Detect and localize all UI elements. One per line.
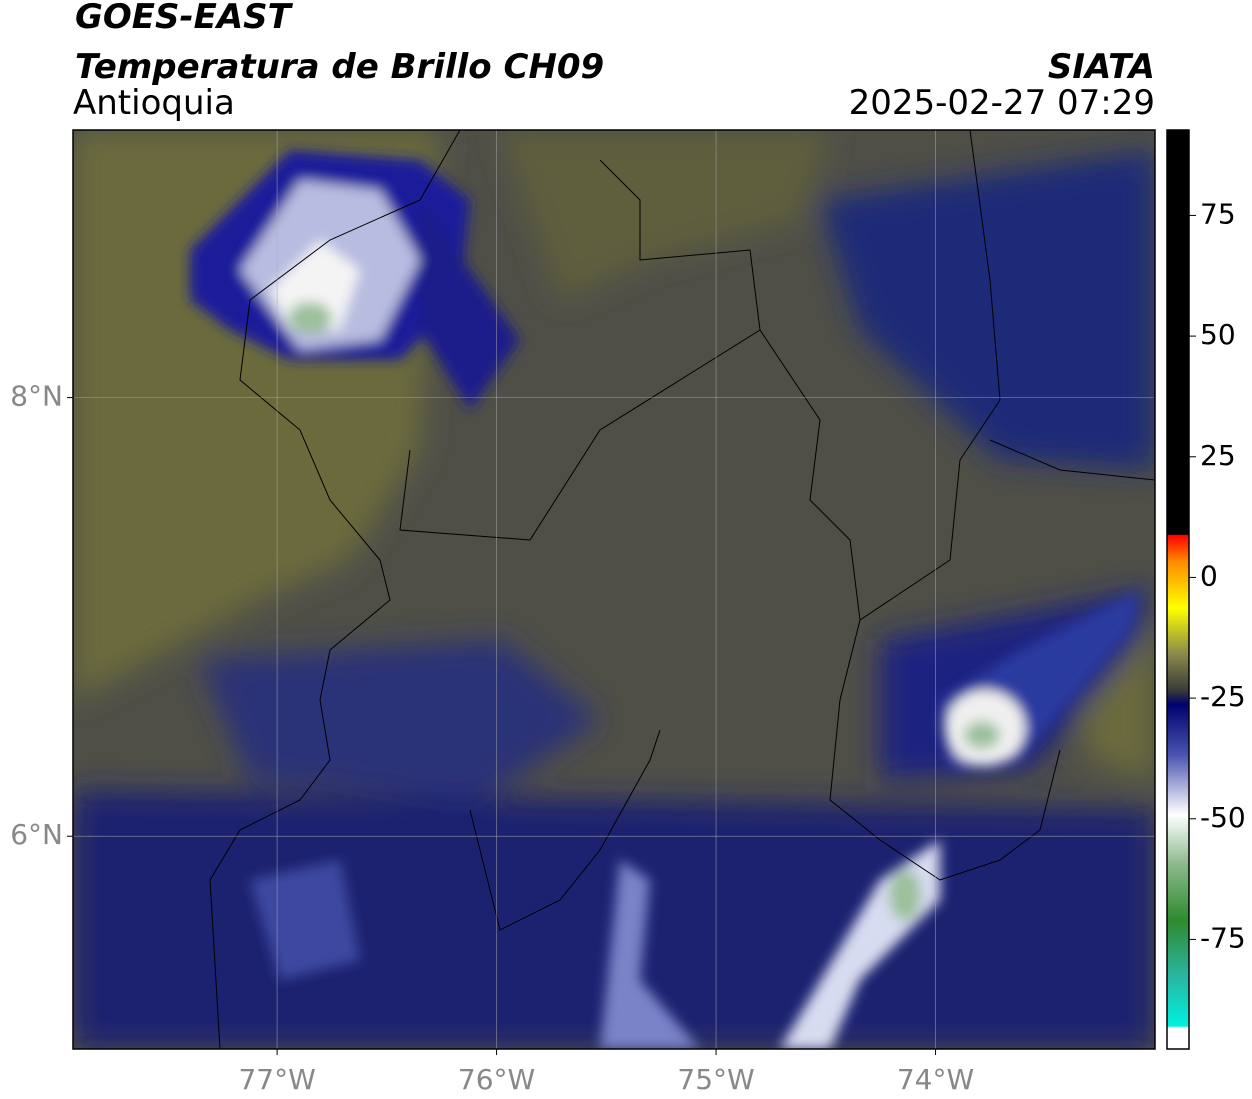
y-tick-label: 8°N (10, 380, 63, 413)
region-label: Antioquia (73, 83, 235, 123)
satellite-title: GOES-EAST (75, 0, 294, 37)
colorbar-tick-label: 25 (1200, 439, 1236, 472)
colorbar-tick-label: -50 (1200, 801, 1246, 834)
x-tick-label: 74°W (897, 1063, 974, 1096)
colorbar-tick-label: 0 (1200, 559, 1218, 592)
agency-label: SIATA (1048, 47, 1155, 87)
datetime-label: 2025-02-27 07:29 (849, 83, 1155, 123)
x-tick-label: 77°W (238, 1063, 315, 1096)
map-frame (72, 129, 1156, 1050)
colorbar (1166, 129, 1190, 1050)
satellite-image (73, 130, 1155, 1049)
x-tick-label: 76°W (458, 1063, 535, 1096)
grid (73, 130, 1155, 1049)
x-tick-label: 75°W (677, 1063, 754, 1096)
colorbar-tick-label: -25 (1200, 680, 1246, 713)
y-tick-label: 6°N (10, 818, 63, 851)
colorbar-tick-label: 50 (1200, 318, 1236, 351)
colorbar-tick-label: -75 (1200, 921, 1246, 954)
colorbar-tick-label: 75 (1200, 197, 1236, 230)
product-title: Temperatura de Brillo CH09 (75, 47, 604, 87)
